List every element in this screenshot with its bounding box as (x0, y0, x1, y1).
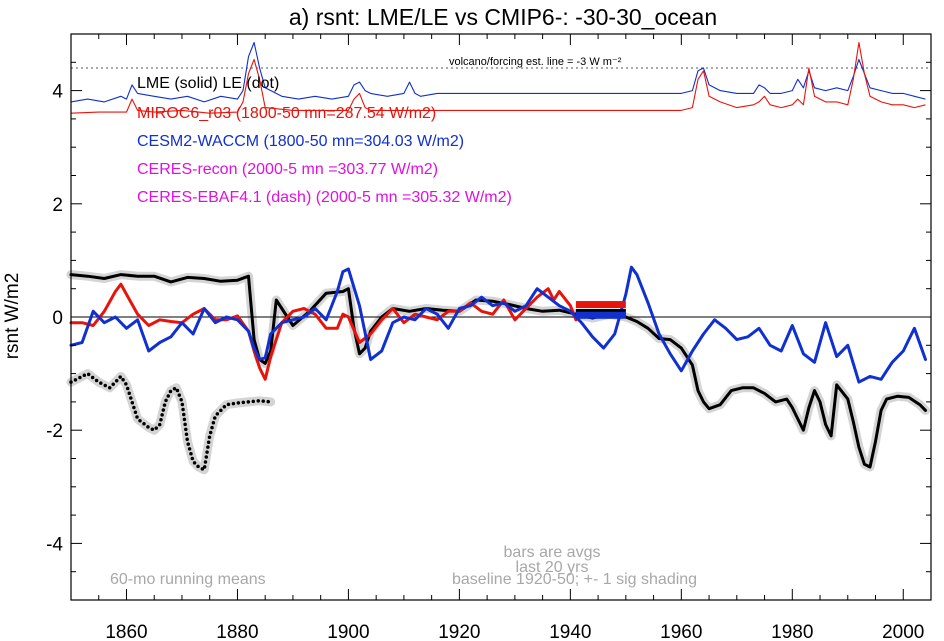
x-tick-label: 1940 (549, 622, 591, 641)
y-tick-label: 4 (52, 82, 63, 103)
legend-entry-miroc6: MIROC6_r03 (1800-50 mn=287.54 W/m2) (137, 105, 436, 122)
line-miroc6-r03 (69, 282, 578, 381)
volcano-annotation: volcano/forcing est. line = -3 W m⁻² (449, 56, 622, 68)
running-means-note: 60-mo running means (110, 571, 266, 588)
x-tick-label: 1900 (327, 622, 369, 641)
x-tick-label: 1920 (438, 622, 480, 641)
legend-entry-cesm2: CESM2-WACCM (1800-50 mn=304.03 W/m2) (137, 133, 464, 150)
bars-note-line-2: last 20 yrs (516, 559, 589, 576)
x-tick-label: 2000 (882, 622, 924, 641)
line-miroc6-r03-volcano (70, 41, 926, 114)
y-tick-label: -4 (46, 534, 63, 555)
line-le (69, 371, 273, 472)
x-tick-label: 1960 (660, 622, 702, 641)
legend-entry-ceres-ebaf: CERES-EBAF4.1 (dash) (2000-5 mn =305.32 … (137, 189, 512, 206)
bars-note-line-1: bars are avgs (504, 544, 601, 561)
legend-entry-lme-le: LME (solid) LE (dot) (137, 75, 279, 92)
y-axis-label: rsnt W/m2 (2, 273, 23, 360)
y-tick-label: 0 (52, 308, 63, 329)
avg-bar-cesm2-waccm (575, 311, 626, 319)
x-tick-label: 1980 (771, 622, 813, 641)
avg-bars-layer (575, 301, 626, 319)
line-cesm2-waccm (69, 265, 927, 384)
baseline-note: baseline 1920-50; +- 1 sig shading (452, 571, 697, 588)
chart-title: a) rsnt: LME/LE vs CMIP6-: -30-30_ocean (289, 4, 717, 30)
legend: LME (solid) LE (dot) MIROC6_r03 (1800-50… (137, 75, 512, 206)
legend-entry-ceres-recon: CERES-recon (2000-5 mn =303.77 W/m2) (137, 161, 438, 178)
x-tick-label: 1880 (216, 622, 258, 641)
x-tick-label: 1860 (105, 622, 147, 641)
shading-le (66, 369, 276, 475)
axes: 1860 1880 1900 1920 1940 1960 1980 2000 -4 -2 0 2 4 (46, 33, 932, 641)
avg-bar-miroc6-r03 (575, 301, 626, 309)
y-tick-label: 2 (52, 195, 63, 216)
y-tick-label: -2 (46, 421, 63, 442)
line-cesm2-waccm-volcano (70, 41, 926, 103)
